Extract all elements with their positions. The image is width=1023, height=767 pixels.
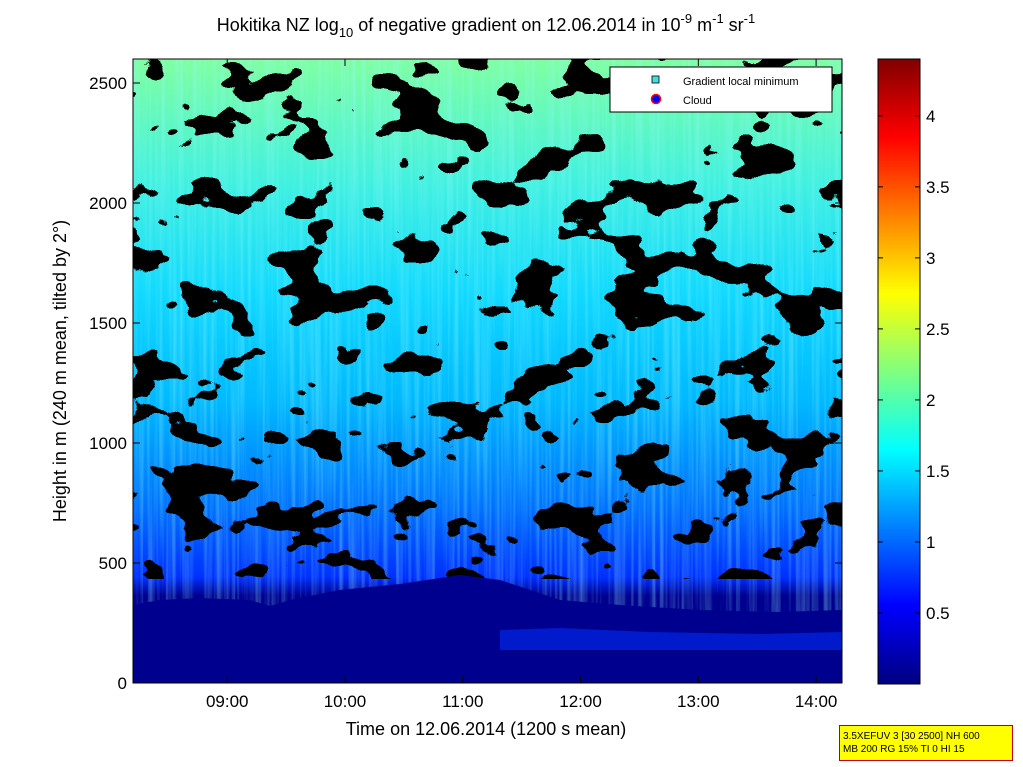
legend-label-cloud: Cloud <box>683 95 712 107</box>
legend-label-gradient: Gradient local minimum <box>683 76 799 88</box>
heatmap-dark-patches <box>133 59 842 579</box>
y-tick-label: 500 <box>99 554 127 573</box>
colorbar-tick-label: 2.5 <box>926 320 950 339</box>
info-line-1: 3.5XEFUV 3 [30 2500] NH 600 <box>843 731 980 742</box>
title-superscript: -9 <box>681 11 693 26</box>
title-subscript: 10 <box>339 25 353 40</box>
y-tick-label: 2000 <box>89 194 127 213</box>
heatmap-noise-patches <box>133 59 842 579</box>
x-tick-label: 14:00 <box>795 692 838 711</box>
plot-frame <box>132 58 843 684</box>
colorbar-tick-label: 0.5 <box>926 604 950 623</box>
colorbar-tick-label: 3 <box>926 249 935 268</box>
legend-marker-square <box>651 75 660 84</box>
y-axis: 0 500 1000 1500 2000 2500 <box>89 74 842 693</box>
y-axis-label: Height in m (240 m mean, tilted by 2°) <box>50 220 70 522</box>
colorbar: 0.5 1 1.5 2 2.5 3 3.5 4 <box>877 58 950 685</box>
x-axis-label: Time on 12.06.2014 (1200 s mean) <box>346 719 627 739</box>
colorbar-tick-label: 4 <box>926 107 935 126</box>
chart-title: Hokitika NZ log10 of negative gradient o… <box>217 11 755 40</box>
legend-box <box>609 66 833 113</box>
legend-marker-cloud <box>650 93 662 105</box>
colorbar-gradient <box>877 58 921 685</box>
y-tick-label: 1500 <box>89 314 127 333</box>
title-superscript: -1 <box>744 11 756 26</box>
info-box: 3.5XEFUV 3 [30 2500] NH 600 MB 200 RG 15… <box>839 725 1013 761</box>
title-part: m <box>692 15 712 35</box>
x-tick-label: 11:00 <box>442 692 483 711</box>
colorbar-tick-label: 1.5 <box>926 462 950 481</box>
x-tick-label: 09:00 <box>206 692 249 711</box>
title-part: Hokitika NZ log <box>217 15 339 35</box>
title-part: of negative gradient on 12.06.2014 in 10 <box>353 15 680 35</box>
heatmap-low-layer <box>133 575 842 683</box>
title-superscript: -1 <box>712 11 724 26</box>
heatmap <box>133 59 842 683</box>
colorbar-tick-label: 1 <box>926 533 935 552</box>
x-tick-label: 12:00 <box>559 692 602 711</box>
info-line-2: MB 200 RG 15% TI 0 HI 15 <box>843 744 965 755</box>
legend: Gradient local minimum Cloud <box>609 66 833 113</box>
colorbar-tick-label: 3.5 <box>926 178 950 197</box>
heatmap-surface-band <box>500 628 842 650</box>
x-tick-label: 10:00 <box>324 692 367 711</box>
y-tick-label: 2500 <box>89 74 127 93</box>
colorbar-tick-label: 2 <box>926 391 935 410</box>
colorbar-ticks: 0.5 1 1.5 2 2.5 3 3.5 4 <box>878 107 950 623</box>
y-tick-label: 1000 <box>89 434 127 453</box>
x-axis: 09:00 10:00 11:00 12:00 13:00 14:00 <box>206 59 837 711</box>
x-tick-label: 13:00 <box>677 692 720 711</box>
title-part: sr <box>724 15 744 35</box>
y-tick-label: 0 <box>118 674 127 693</box>
